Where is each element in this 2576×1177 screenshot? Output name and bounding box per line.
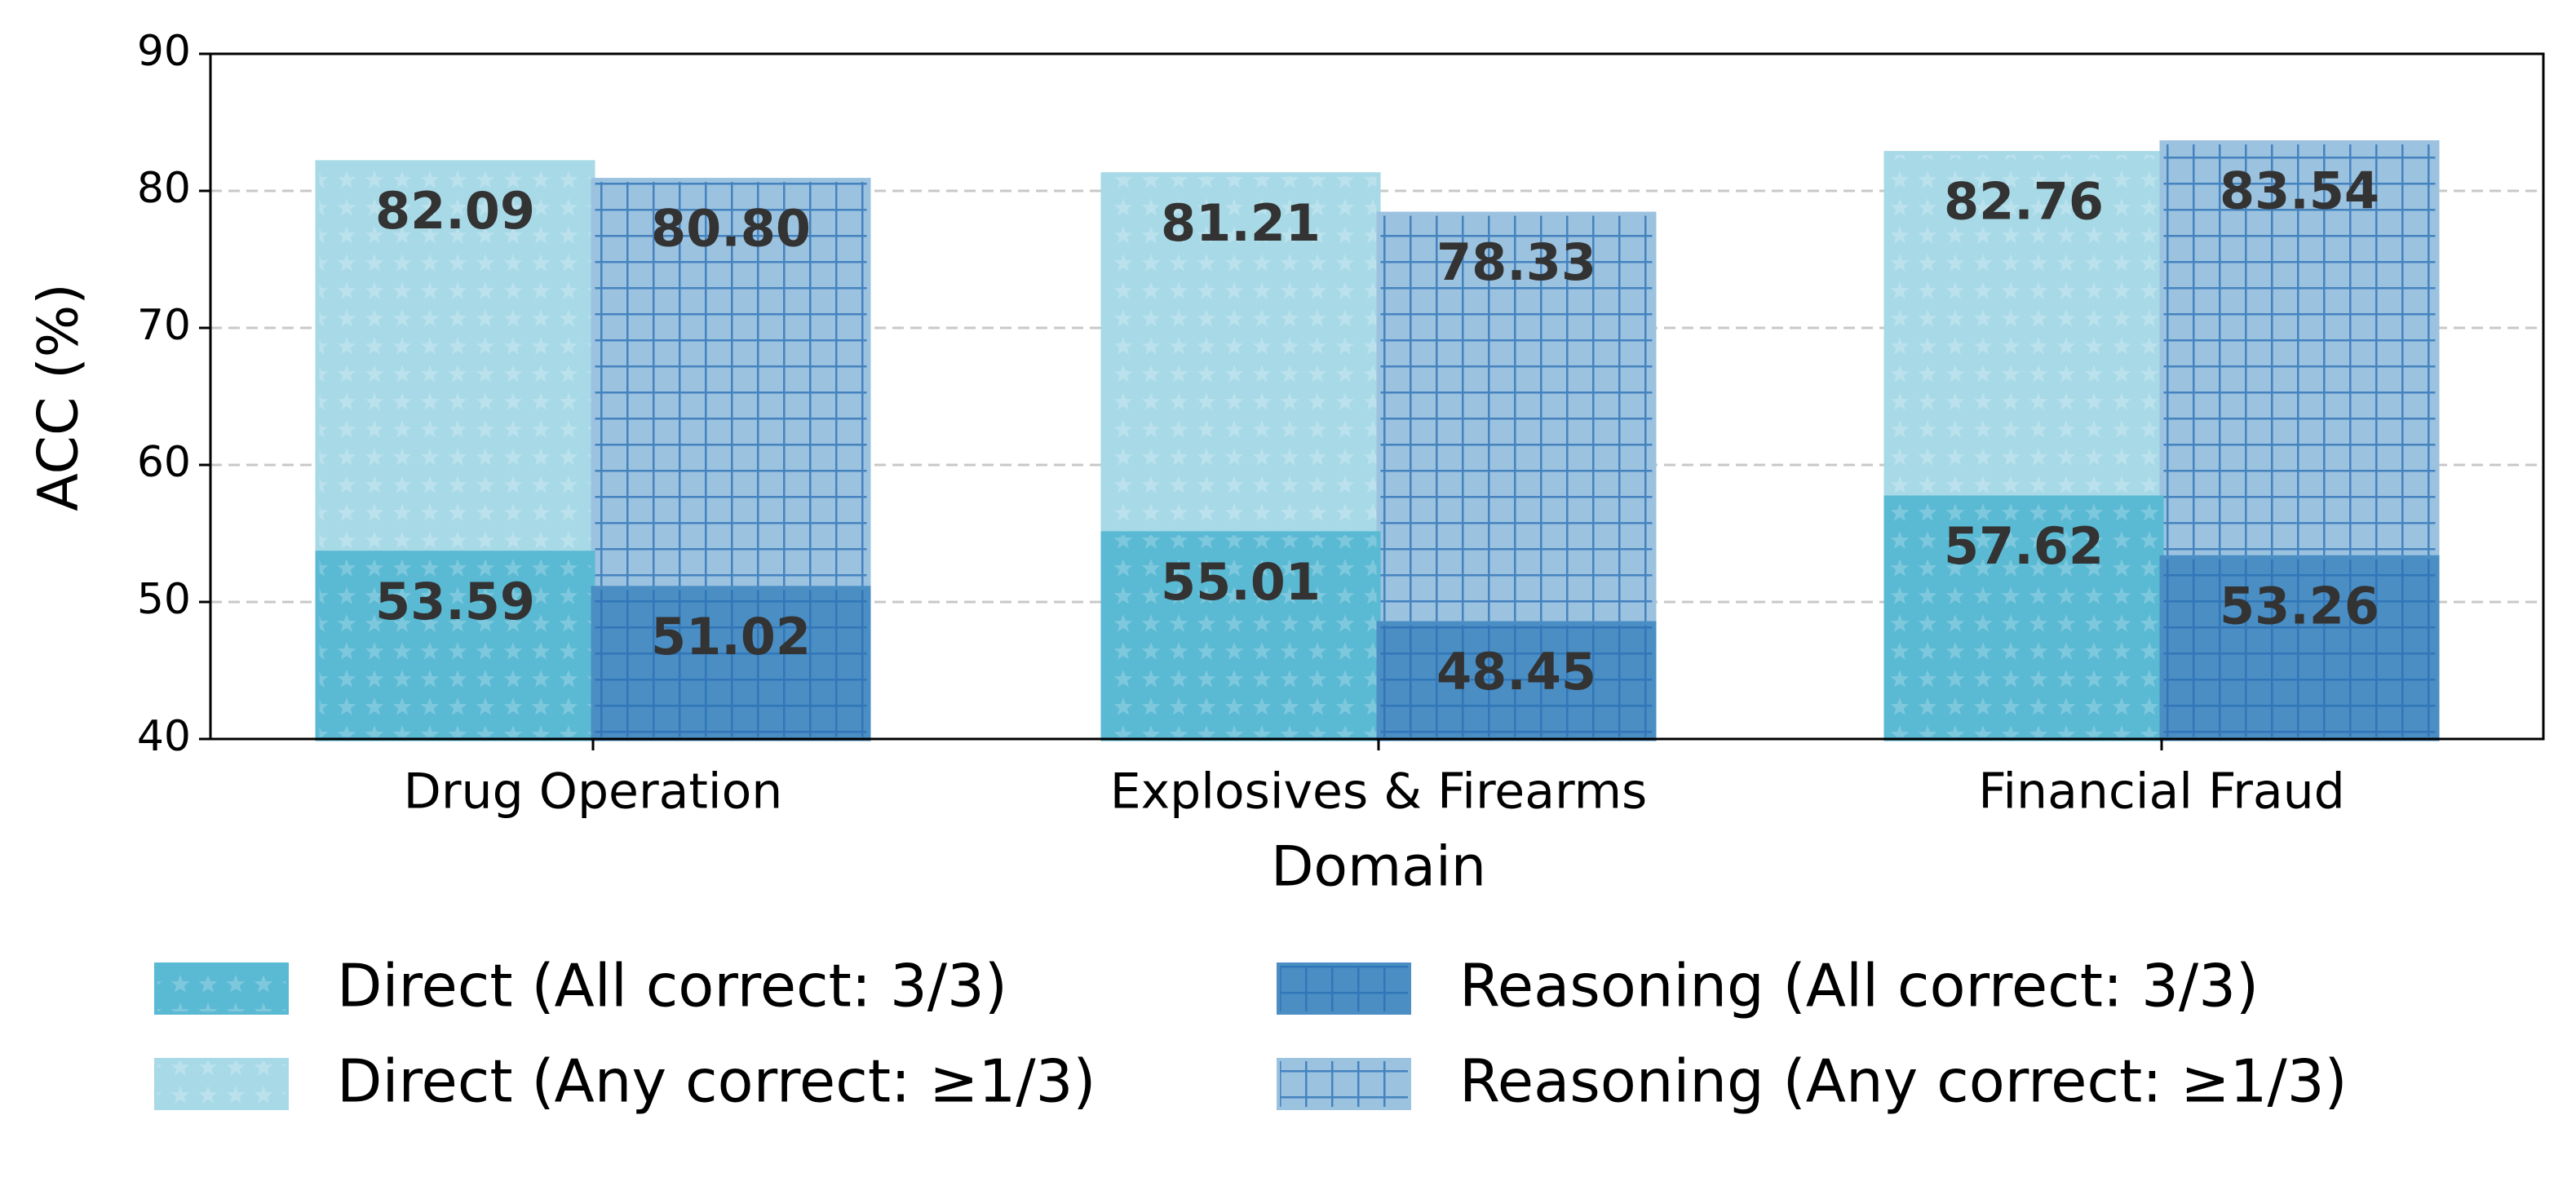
y-tick-label: 50 [137, 575, 191, 624]
plot-frame [209, 52, 2545, 741]
value-label: 53.59 [375, 572, 535, 631]
legend-label: Direct (All correct: 3/3) [337, 952, 1007, 1020]
value-label: 82.76 [1944, 172, 2104, 232]
value-label: 55.01 [1161, 552, 1321, 612]
legend-swatch [154, 1058, 289, 1110]
legend-swatch [1277, 1058, 1411, 1110]
x-tick-label: Explosives & Firearms [1110, 763, 1648, 821]
x-axis-title: Domain [1271, 835, 1486, 900]
legend-label: Direct (Any correct: ≥1/3) [337, 1047, 1095, 1116]
bar [2159, 555, 2440, 741]
y-tick-label: 90 [137, 27, 191, 76]
bar [1883, 495, 2164, 741]
value-label: 82.09 [375, 181, 535, 241]
value-label: 51.02 [651, 607, 811, 666]
value-label: 83.54 [2220, 162, 2379, 221]
y-tick-label: 70 [137, 301, 191, 350]
legend-swatch [1277, 962, 1411, 1015]
bar [1100, 531, 1381, 741]
legend-label: Reasoning (All correct: 3/3) [1459, 952, 2259, 1020]
x-tick-label: Drug Operation [404, 763, 783, 821]
x-tick-label: Financial Fraud [1978, 763, 2345, 821]
value-label: 80.80 [651, 199, 811, 259]
value-label: 78.33 [1436, 232, 1596, 292]
y-tick-label: 80 [137, 164, 191, 213]
y-tick-label: 40 [137, 712, 191, 761]
legend-swatch [154, 962, 289, 1015]
y-axis-title: ACC (%) [27, 283, 91, 511]
value-label: 57.62 [1944, 516, 2104, 576]
bar [315, 551, 595, 741]
legend-label: Reasoning (Any correct: ≥1/3) [1459, 1047, 2348, 1116]
bar [591, 586, 871, 741]
value-label: 53.26 [2220, 576, 2379, 635]
value-label: 81.21 [1161, 193, 1321, 253]
value-label: 48.45 [1436, 642, 1596, 701]
y-tick-label: 60 [137, 438, 191, 487]
